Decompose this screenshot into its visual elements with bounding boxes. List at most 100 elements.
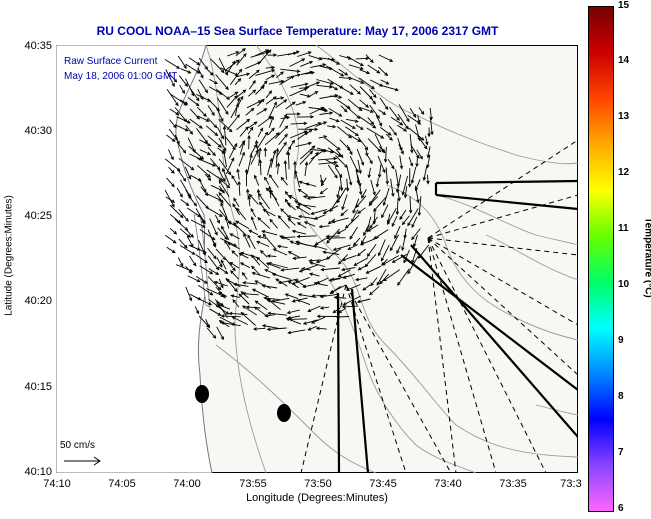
current-vector-head [318,224,323,229]
current-vector-head [231,157,235,162]
current-vector [174,218,188,231]
current-vector-head [234,91,239,96]
current-vector-head [230,294,235,298]
current-vector [207,135,222,148]
current-vector [240,262,251,269]
current-vector-head [323,121,328,125]
current-vector [264,297,280,301]
current-vector-head [310,320,315,324]
current-vector-head [301,58,306,62]
current-vector [303,319,319,325]
current-vector [262,233,277,250]
current-vector-head [222,256,227,261]
current-vector [403,249,410,263]
current-vector [285,101,296,110]
current-vector [216,301,228,318]
current-vector [169,204,184,218]
current-vector [379,97,389,110]
current-vector [413,234,418,247]
current-vector-head [296,69,301,73]
current-vector [198,179,207,193]
current-vector-head [218,179,223,184]
current-vector [264,177,270,185]
current-vector-head [399,165,404,170]
current-vector [359,106,374,113]
current-vector-head [377,148,382,153]
current-vector-head [247,195,251,200]
current-vector-head [258,147,262,152]
current-vector-head [175,102,179,107]
current-vector [196,93,211,102]
current-vector [297,235,317,238]
current-vector-head [219,263,223,268]
current-vector-head [221,225,225,230]
current-vector [315,237,328,245]
current-vector [404,186,408,198]
current-vector [266,187,278,201]
current-vector [256,257,270,269]
current-vector-head [224,216,229,221]
current-vector [166,177,175,187]
current-vector [248,80,256,90]
current-vector [385,133,393,141]
current-vector-head [332,309,337,314]
current-vector-head [420,111,425,115]
current-vector-head [246,118,251,123]
current-vector [224,240,231,250]
current-vector [425,135,428,145]
current-vector-head [225,111,229,115]
current-vector-head [412,243,417,248]
current-vector [221,322,241,327]
current-vector [411,247,418,263]
current-vector-head [187,234,191,238]
current-vector-head [340,212,345,217]
current-vector-head [236,207,240,212]
current-vector [185,63,200,74]
current-vector-head [257,235,262,239]
current-vector [232,299,240,308]
current-vector-head [195,97,200,102]
current-vector [235,220,250,229]
current-vector [345,118,358,123]
current-vector-head [330,289,335,294]
current-vector-head [329,111,334,115]
current-vector-head [352,209,356,214]
current-vector [256,132,268,149]
current-vector-head [204,259,209,264]
current-vector [216,97,229,115]
current-vector-head [217,144,222,148]
current-vector [220,67,238,76]
current-vector [206,288,224,297]
current-vector [179,245,195,255]
current-vector-head [187,175,192,180]
current-vector [314,214,326,220]
current-vector [295,280,306,287]
current-vector-head [337,273,342,277]
current-vector [392,253,407,263]
current-vector-head [181,90,186,94]
current-vector [168,166,175,174]
current-vector [416,156,418,167]
current-vector [376,177,379,187]
current-vector-map[interactable] [56,45,578,473]
current-vector-head [314,241,319,246]
current-vector [205,125,218,136]
current-vector [334,296,347,299]
current-vector [319,112,333,115]
current-vector-head [184,227,189,231]
current-vector [340,119,356,129]
current-vector-head [294,169,298,174]
current-vector [227,242,240,250]
current-vector [248,229,259,236]
current-vector [236,53,247,66]
current-vector-head [417,119,421,124]
current-vector [293,256,307,259]
current-vector [343,295,361,306]
current-vector-head [190,234,194,238]
current-vector [205,319,210,328]
current-vector-head [226,184,231,189]
current-vector [206,206,223,217]
current-vector [197,284,213,296]
current-vector [273,248,288,256]
current-vector [336,187,347,203]
